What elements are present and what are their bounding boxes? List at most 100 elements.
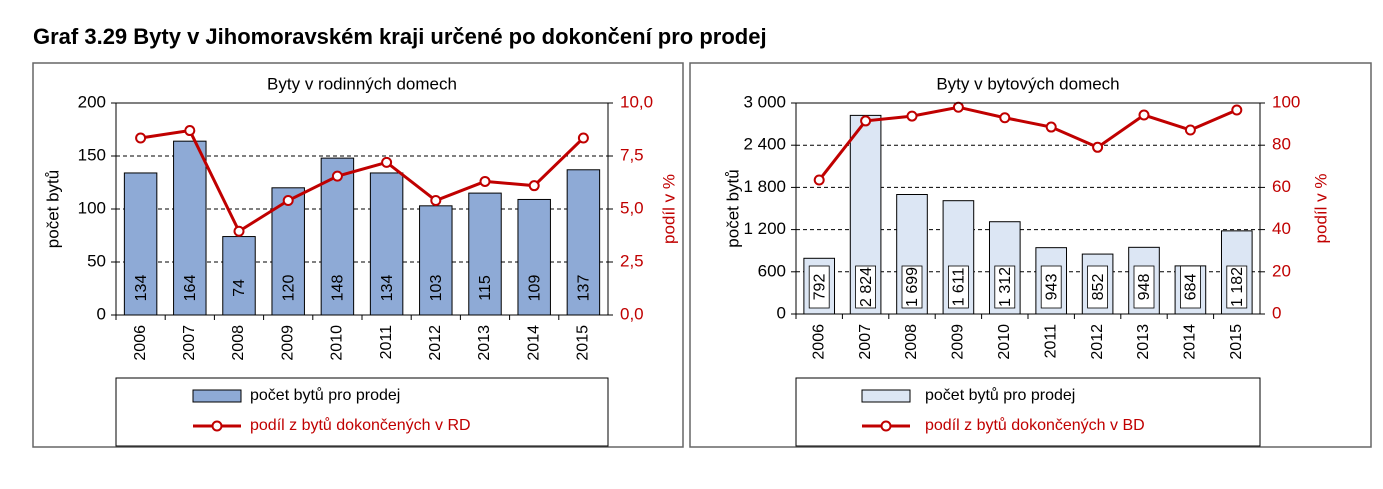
line-marker [1231,104,1243,116]
x-tick-label: 2014 [525,325,542,361]
x-tick-label: 2014 [1182,324,1199,360]
line-marker [430,195,442,207]
y-tick-label: 0 [777,303,786,322]
value-label-box [948,265,969,309]
value-label: 115 [477,275,494,301]
y2-tick-label: 40 [1272,219,1291,238]
line-marker [906,110,918,122]
line-marker [1092,141,1104,153]
x-tick-label: 2015 [1228,324,1245,360]
y2-axis-label: podíl v % [1311,174,1330,244]
x-tick-label: 2009 [279,325,296,361]
y2-tick-label: 100 [1272,92,1300,111]
value-label: 684 [1183,274,1200,301]
chart-title: Byty v rodinných domech [267,74,457,93]
y-tick-label: 3 000 [743,92,786,111]
value-label: 1 312 [997,267,1014,307]
value-label: 1 182 [1229,267,1246,307]
value-label-box [808,265,830,309]
y-tick-label: 600 [758,261,786,280]
value-label: 109 [526,275,543,302]
x-tick-label: 2010 [329,325,346,361]
line-marker [999,112,1011,124]
chart-title: Byty v bytových domech [936,74,1119,93]
legend-marker [880,420,892,432]
value-label-box [901,265,923,309]
line-marker [1184,124,1196,136]
value-label: 792 [811,274,828,301]
x-tick-label: 2007 [181,325,198,361]
y-tick-label: 100 [78,198,106,217]
line [818,105,1238,181]
line-marker [184,125,196,137]
page-title: Graf 3.29 Byty v Jihomoravském kraji urč… [33,24,767,49]
value-label-box [1133,265,1155,309]
y-tick-label: 1 200 [743,219,786,238]
value-label-box [1226,265,1248,309]
value-label: 148 [330,275,347,302]
y2-tick-label: 10,0 [620,92,653,111]
bar [222,236,256,316]
y-tick-label: 1 800 [743,177,786,196]
x-tick-label: 2006 [810,324,827,360]
y2-tick-label: 5,0 [620,198,644,217]
value-label: 120 [280,275,297,302]
line-marker [1138,109,1150,121]
bar [419,205,453,316]
x-tick-label: 2010 [996,324,1013,360]
value-label: 1 699 [904,267,921,307]
line-marker [577,132,589,144]
value-label: 943 [1043,274,1060,301]
legend-marker [211,420,223,432]
line [140,128,585,234]
value-label: 134 [133,275,150,302]
x-tick-label: 2012 [1089,324,1106,360]
line-marker [381,156,393,168]
legend-label: podíl z bytů dokončených v RD [250,416,471,434]
y-axis-label: počet bytů [723,169,742,247]
y2-tick-label: 80 [1272,135,1291,154]
bar [173,140,207,316]
legend-swatch [192,389,242,403]
x-tick-label: 2013 [476,325,493,361]
x-tick-label: 2006 [132,325,149,361]
x-tick-label: 2011 [378,325,395,360]
legend-label: počet bytů pro prodej [925,386,1075,404]
y2-tick-label: 60 [1272,177,1291,196]
value-label-box [855,265,876,309]
legend-swatch [861,389,911,403]
line-marker [1045,121,1057,133]
bar [517,198,551,316]
x-tick-label: 2009 [950,324,967,360]
value-label: 134 [379,275,396,302]
legend-box [115,377,609,447]
y-tick-label: 0 [97,304,106,323]
y2-tick-label: 0,0 [620,304,644,323]
y-tick-label: 50 [87,251,106,270]
y2-tick-label: 0 [1272,303,1281,322]
value-label: 164 [182,275,199,302]
bar [468,192,502,316]
value-label-box [1040,265,1062,309]
value-label: 852 [1090,274,1107,301]
value-label-box [1087,265,1108,309]
y-axis-label: počet bytů [43,170,62,248]
value-label: 137 [576,275,593,302]
chart-frame [689,62,1372,448]
value-label-box [1180,265,1201,309]
y-tick-label: 200 [78,92,106,111]
plot-frame [115,102,609,316]
bar [123,172,158,316]
x-tick-label: 2015 [575,325,592,361]
line-marker [479,175,491,187]
y2-tick-label: 2,5 [620,251,644,270]
value-label: 103 [428,275,445,302]
line-marker [282,195,294,207]
value-label-box [994,265,1016,309]
legend-label: podíl z bytů dokončených v BD [925,416,1145,434]
line-marker [860,115,872,127]
value-label: 74 [231,279,248,297]
line-marker [528,180,540,192]
chart-frame [32,62,684,448]
